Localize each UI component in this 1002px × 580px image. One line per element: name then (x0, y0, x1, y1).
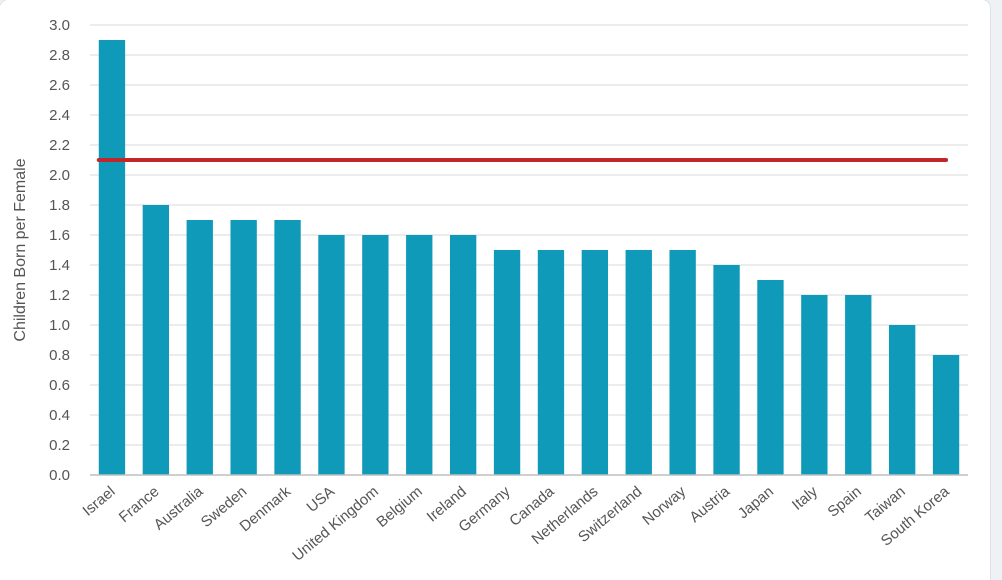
bar (845, 295, 872, 475)
y-tick-label: 2.6 (49, 77, 70, 94)
y-tick-label: 1.2 (49, 287, 70, 304)
bar (669, 250, 696, 475)
bar (142, 205, 170, 475)
x-tick-label: Spain (824, 483, 864, 521)
bar (713, 265, 740, 475)
y-tick-label: 2.2 (49, 137, 70, 154)
y-tick-label: 0.8 (49, 347, 70, 364)
x-tick-label: Japan (735, 483, 777, 522)
y-tick-label: 0.2 (49, 437, 70, 454)
bar (493, 250, 521, 475)
bar (757, 280, 784, 475)
x-tick-label: Belgium (373, 483, 425, 531)
bar (932, 355, 960, 475)
x-tick-label: Israel (79, 483, 118, 520)
x-tick-label: Italy (789, 483, 821, 514)
y-tick-label: 2.4 (49, 107, 70, 124)
bars (98, 40, 960, 475)
x-tick-label: Austria (686, 483, 733, 526)
x-tick-label: Norway (639, 483, 689, 529)
bar (537, 250, 565, 475)
bar (625, 250, 652, 475)
bar (318, 235, 345, 475)
y-tick-label: 2.0 (49, 167, 70, 184)
gridlines (90, 24, 968, 446)
x-tick-label: Australia (151, 483, 207, 534)
y-tick-label: 1.0 (49, 317, 70, 334)
y-tick-label: 0.4 (49, 407, 70, 424)
y-axis-ticks: 0.0 0.2 0.4 0.6 0.8 1.0 1.2 1.4 1.6 1.8 2.0 2.2 2.4 2… (49, 17, 70, 484)
bar (230, 220, 257, 475)
bar (186, 220, 213, 475)
x-tick-label: USA (303, 483, 338, 516)
bar (449, 235, 477, 475)
y-tick-label: 0.6 (49, 377, 70, 394)
y-tick-label: 2.8 (49, 47, 70, 64)
bar (274, 220, 301, 475)
bar (581, 250, 609, 475)
bar (406, 235, 433, 475)
y-tick-label: 0.0 (49, 467, 70, 484)
y-axis-label: Children Born per Female (12, 158, 29, 341)
bar (888, 325, 916, 475)
y-tick-label: 1.6 (49, 227, 70, 244)
bar (801, 295, 828, 475)
y-tick-label: 3.0 (49, 17, 70, 34)
bar (362, 235, 389, 475)
bar (98, 40, 126, 475)
y-tick-label: 1.4 (49, 257, 70, 274)
y-tick-label: 1.8 (49, 197, 70, 214)
